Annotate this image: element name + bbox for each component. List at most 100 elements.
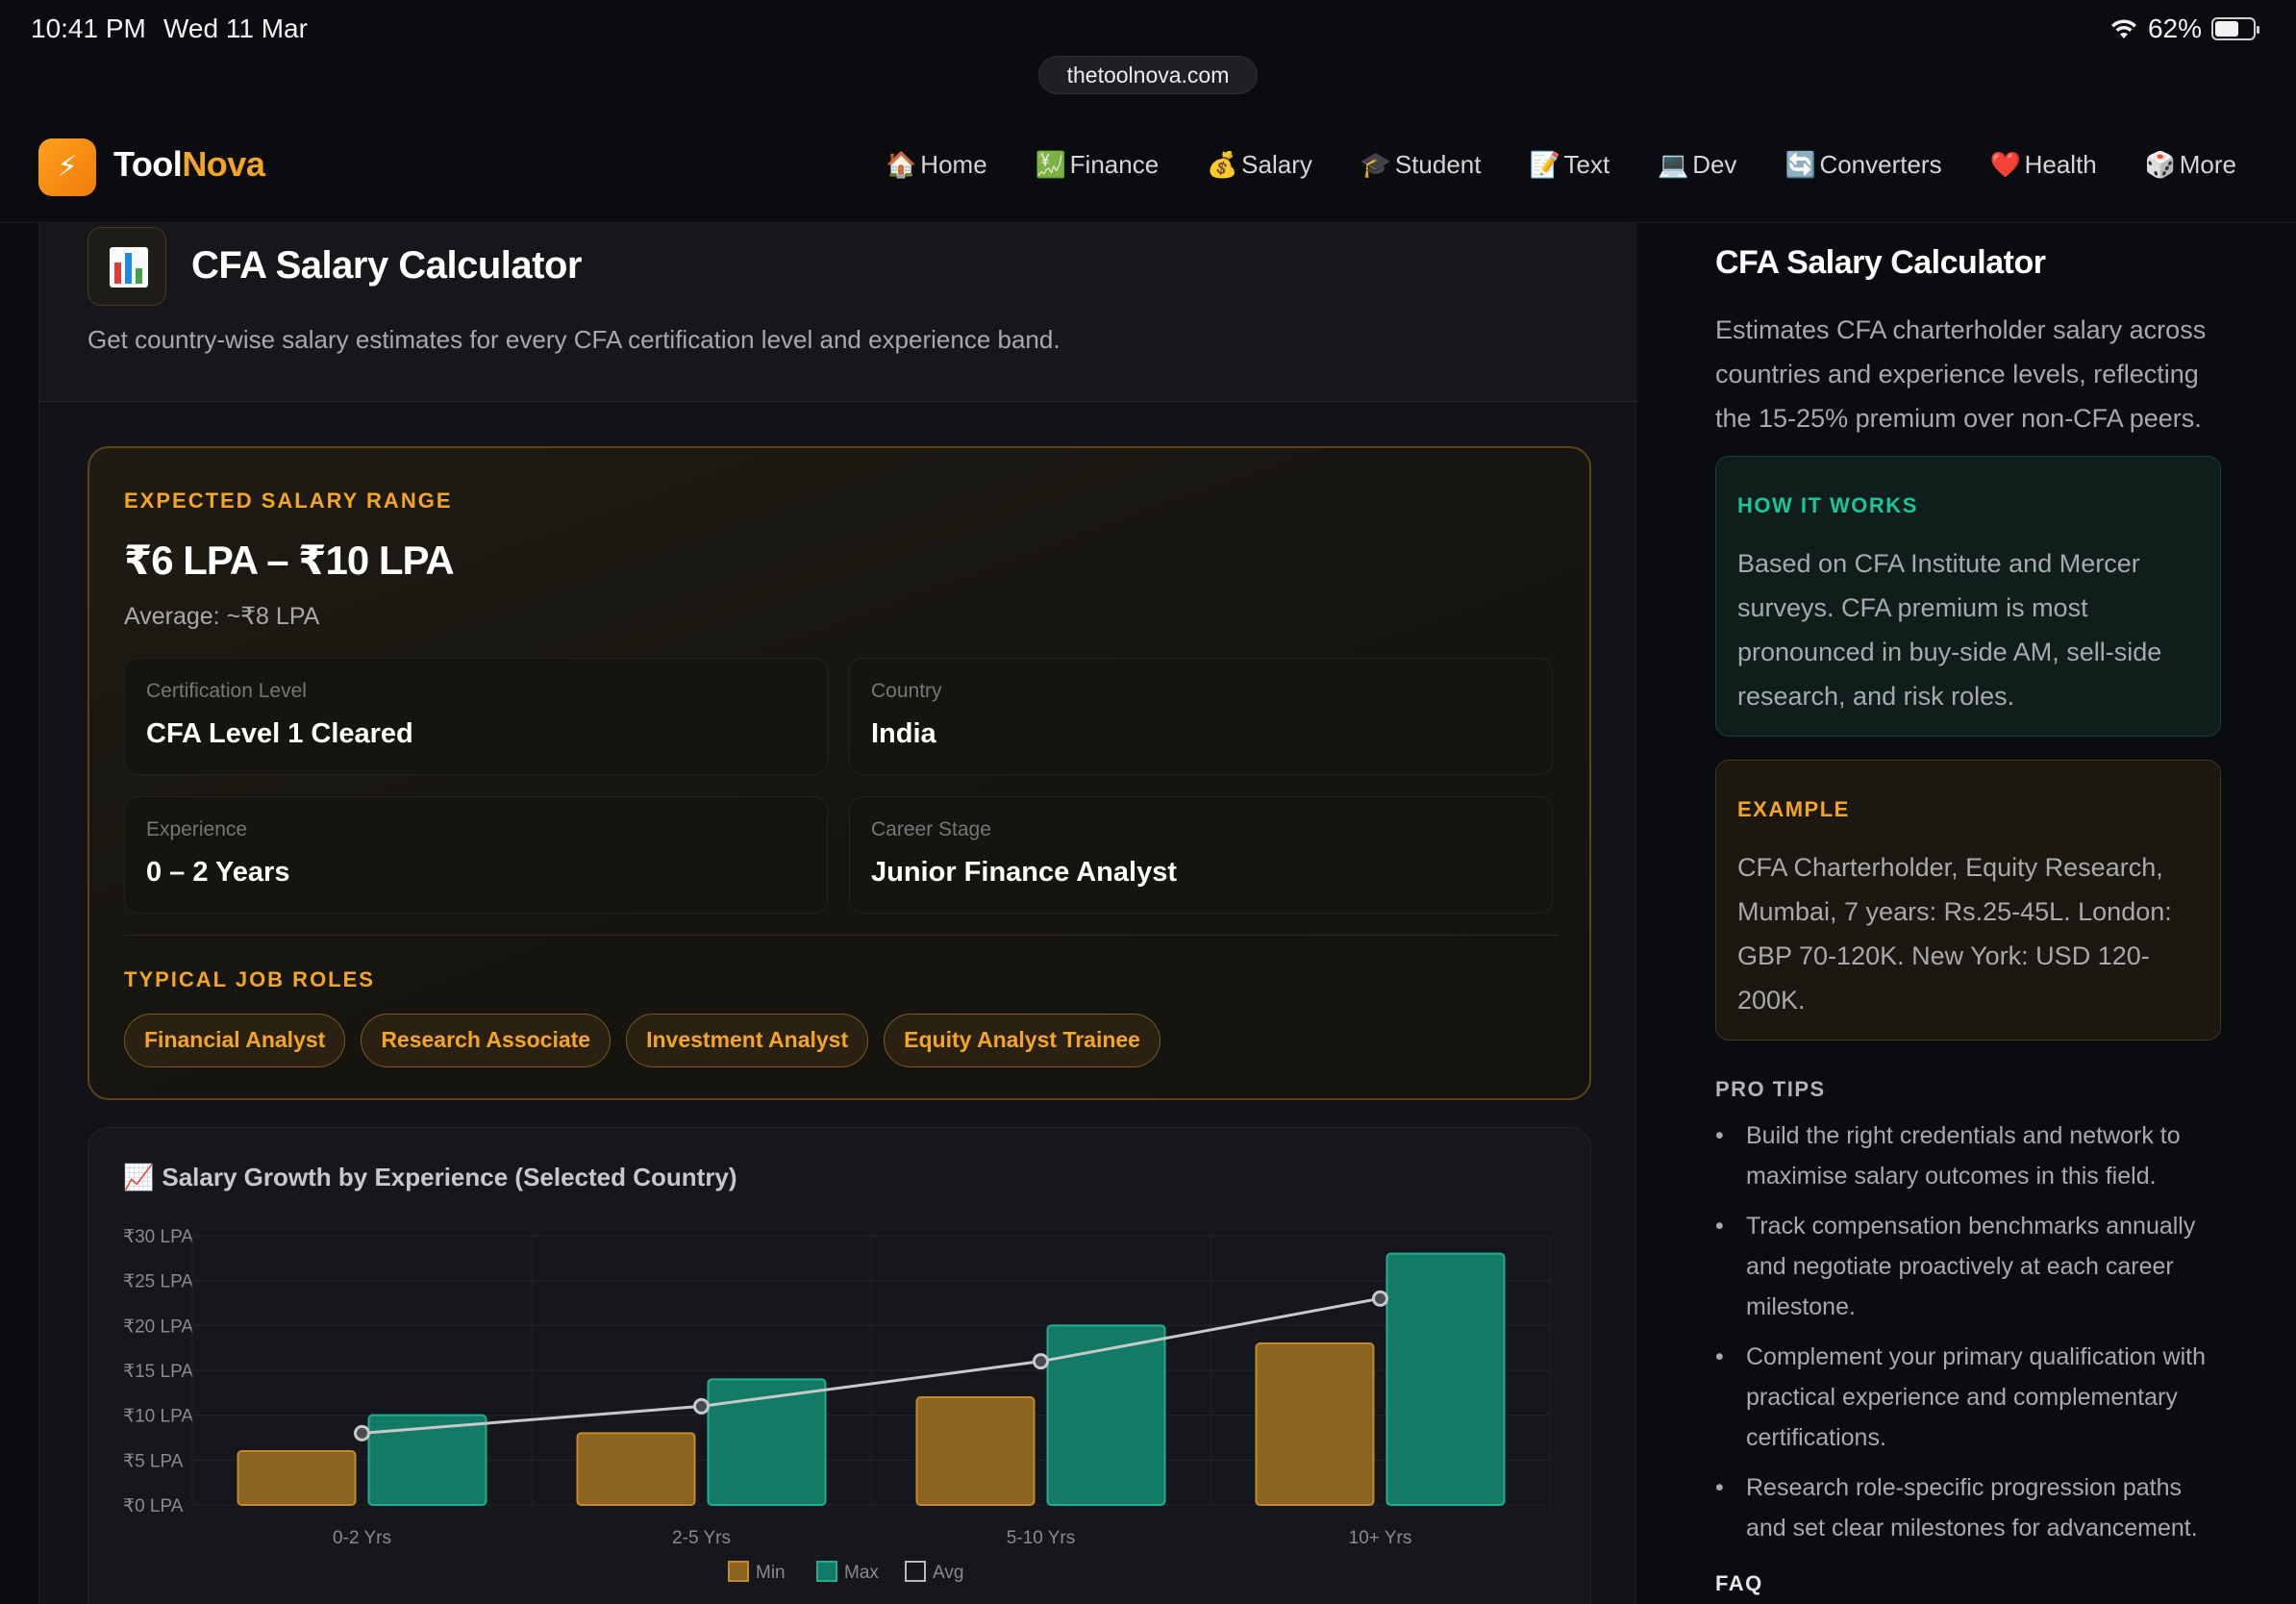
page-description: Get country-wise salary estimates for ev… [87,325,1061,354]
laptop-icon: 💻 [1658,150,1689,179]
logo-bolt-icon[interactable]: ⚡ [38,138,96,196]
example-label: EXAMPLE [1737,797,1850,821]
finance-chart-icon: 💹 [1035,150,1067,179]
nav-item-more[interactable]: 🎲 More [2145,150,2236,180]
chart-y-tick-label: ₹15 LPA [123,1362,193,1382]
chart-bar-min [915,1396,1036,1506]
pro-tip-item: Build the right credentials and network … [1715,1115,2221,1196]
nav-item-label: Home [920,150,987,179]
brand-name-part2: Nova [182,144,265,184]
page-title: CFA Salary Calculator [191,244,582,287]
chart-bar-max [1385,1252,1506,1507]
main-content: CFA Salary Calculator Get country-wise s… [38,223,1637,1604]
chart-bar-min [576,1432,696,1507]
chart-y-tick-label: ₹0 LPA [123,1496,184,1516]
job-role-pill[interactable]: Research Associate [361,1014,611,1067]
nav-item-label: More [2179,150,2236,179]
nav-item-converters[interactable]: 🔄 Converters [1784,150,1941,180]
nav-item-finance[interactable]: 💹 Finance [1036,150,1160,180]
chart-bar-max [707,1378,827,1507]
status-date: Wed 11 Mar [163,13,308,43]
chart-legend-label: Min [756,1563,786,1583]
career-stage-label: Career Stage [871,818,991,840]
chart-legend-swatch [816,1561,837,1582]
pro-tips-list: Build the right credentials and network … [1715,1115,2221,1558]
convert-arrows-icon: 🔄 [1784,150,1816,179]
memo-icon: 📝 [1529,150,1560,179]
salary-range: ₹6 LPA – ₹10 LPA [124,538,455,583]
nav-item-health[interactable]: ❤️ Health [1990,150,2097,180]
job-role-pill[interactable]: Investment Analyst [626,1014,869,1067]
nav-item-text[interactable]: 📝 Text [1530,150,1610,180]
chart-bar-max [1046,1324,1166,1506]
example-card: EXAMPLE CFA Charterholder, Equity Resear… [1715,760,2221,1040]
chart-y-tick-label: ₹30 LPA [123,1227,193,1247]
brand-name-part1: Tool [113,144,183,184]
chart-y-tick-label: ₹10 LPA [123,1407,193,1427]
salary-average: Average: ~₹8 LPA [124,603,320,630]
experience-value: 0 – 2 Years [146,857,290,888]
nav-item-student[interactable]: 🎓 Student [1360,150,1482,180]
nav-item-label: Converters [1819,150,1942,179]
chart-y-tick-label: ₹5 LPA [123,1451,184,1471]
nav-item-home[interactable]: 🏠 Home [886,150,986,180]
salary-result-card: EXPECTED SALARY RANGE ₹6 LPA – ₹10 LPA A… [87,446,1591,1100]
chart-increasing-icon: 📈 [123,1163,155,1191]
country-label: Country [871,680,942,702]
wifi-icon [2110,19,2136,38]
chart-bar-max [367,1414,487,1506]
nav-item-label: Health [2024,150,2097,179]
pro-tip-item: Complement your primary qualification wi… [1715,1337,2221,1458]
top-navbar: ⚡ ToolNova 🏠 Home 💹 Finance 💰 Salary 🎓 Student 📝… [0,115,2296,223]
url-bar[interactable]: thetoolnova.com [1038,56,1258,94]
country-field: Country India [849,658,1553,775]
chart-line-avg [362,1296,1381,1435]
status-time: 10:41 PM [31,13,146,43]
result-label: EXPECTED SALARY RANGE [124,489,453,513]
chart-legend-label: Max [844,1563,879,1583]
country-value: India [871,718,936,749]
pro-tips-label: PRO TIPS [1715,1077,1826,1101]
chart-title: 📈 Salary Growth by Experience (Selected … [123,1163,737,1192]
page-header: CFA Salary Calculator Get country-wise s… [39,223,1637,402]
chart-y-tick-label: ₹25 LPA [123,1272,193,1292]
nav-item-label: Text [1563,150,1610,179]
certification-level-label: Certification Level [146,680,307,702]
job-roles-list: Financial Analyst Research Associate Inv… [124,1014,1160,1067]
pro-tip-item: Track compensation benchmarks annually a… [1715,1206,2221,1327]
nav-item-dev[interactable]: 💻 Dev [1658,150,1736,180]
chart-y-tick-label: ₹20 LPA [123,1316,193,1337]
brand-name[interactable]: ToolNova [113,144,265,185]
faq-label[interactable]: FAQ [1715,1571,1763,1595]
chart-point-avg [354,1424,370,1441]
chart-point-avg [693,1397,710,1415]
chart-x-tick-label: 0-2 Yrs [333,1528,391,1548]
divider [124,935,1559,936]
chart-bar-min [1255,1342,1375,1506]
job-role-pill[interactable]: Equity Analyst Trainee [884,1014,1160,1067]
nav-item-label: Student [1394,150,1482,179]
house-icon: 🏠 [886,150,917,179]
chart-legend-swatch [728,1561,749,1582]
career-stage-field: Career Stage Junior Finance Analyst [849,796,1553,914]
how-it-works-card: HOW IT WORKS Based on CFA Institute and … [1715,456,2221,737]
bar-chart-icon [87,227,166,306]
dice-icon: 🎲 [2144,150,2177,179]
experience-label: Experience [146,818,248,840]
nav-item-salary[interactable]: 💰 Salary [1207,150,1312,180]
heart-icon: ❤️ [1989,150,2021,179]
chart-point-avg [1033,1353,1049,1370]
salary-growth-chart-card: ₹0 LPA ₹5 LPA ₹10 LPA ₹15 LPA ₹20 LPA ₹25 LPA… [87,1127,1591,1604]
how-it-works-text: Based on CFA Institute and Mercer survey… [1737,549,2162,711]
career-stage-value: Junior Finance Analyst [871,857,1177,888]
sidebar-description: Estimates CFA charterholder salary acros… [1715,315,2207,433]
nav-item-label: Finance [1069,150,1160,179]
nav-item-label: Salary [1241,150,1312,179]
chart-x-tick-label: 2-5 Yrs [672,1528,731,1548]
how-it-works-label: HOW IT WORKS [1737,493,1918,517]
experience-field: Experience 0 – 2 Years [124,796,828,914]
chart-bar-min [237,1450,357,1506]
job-roles-label: TYPICAL JOB ROLES [124,967,375,991]
job-role-pill[interactable]: Financial Analyst [124,1014,346,1067]
example-text: CFA Charterholder, Equity Research, Mumb… [1737,853,2172,1015]
